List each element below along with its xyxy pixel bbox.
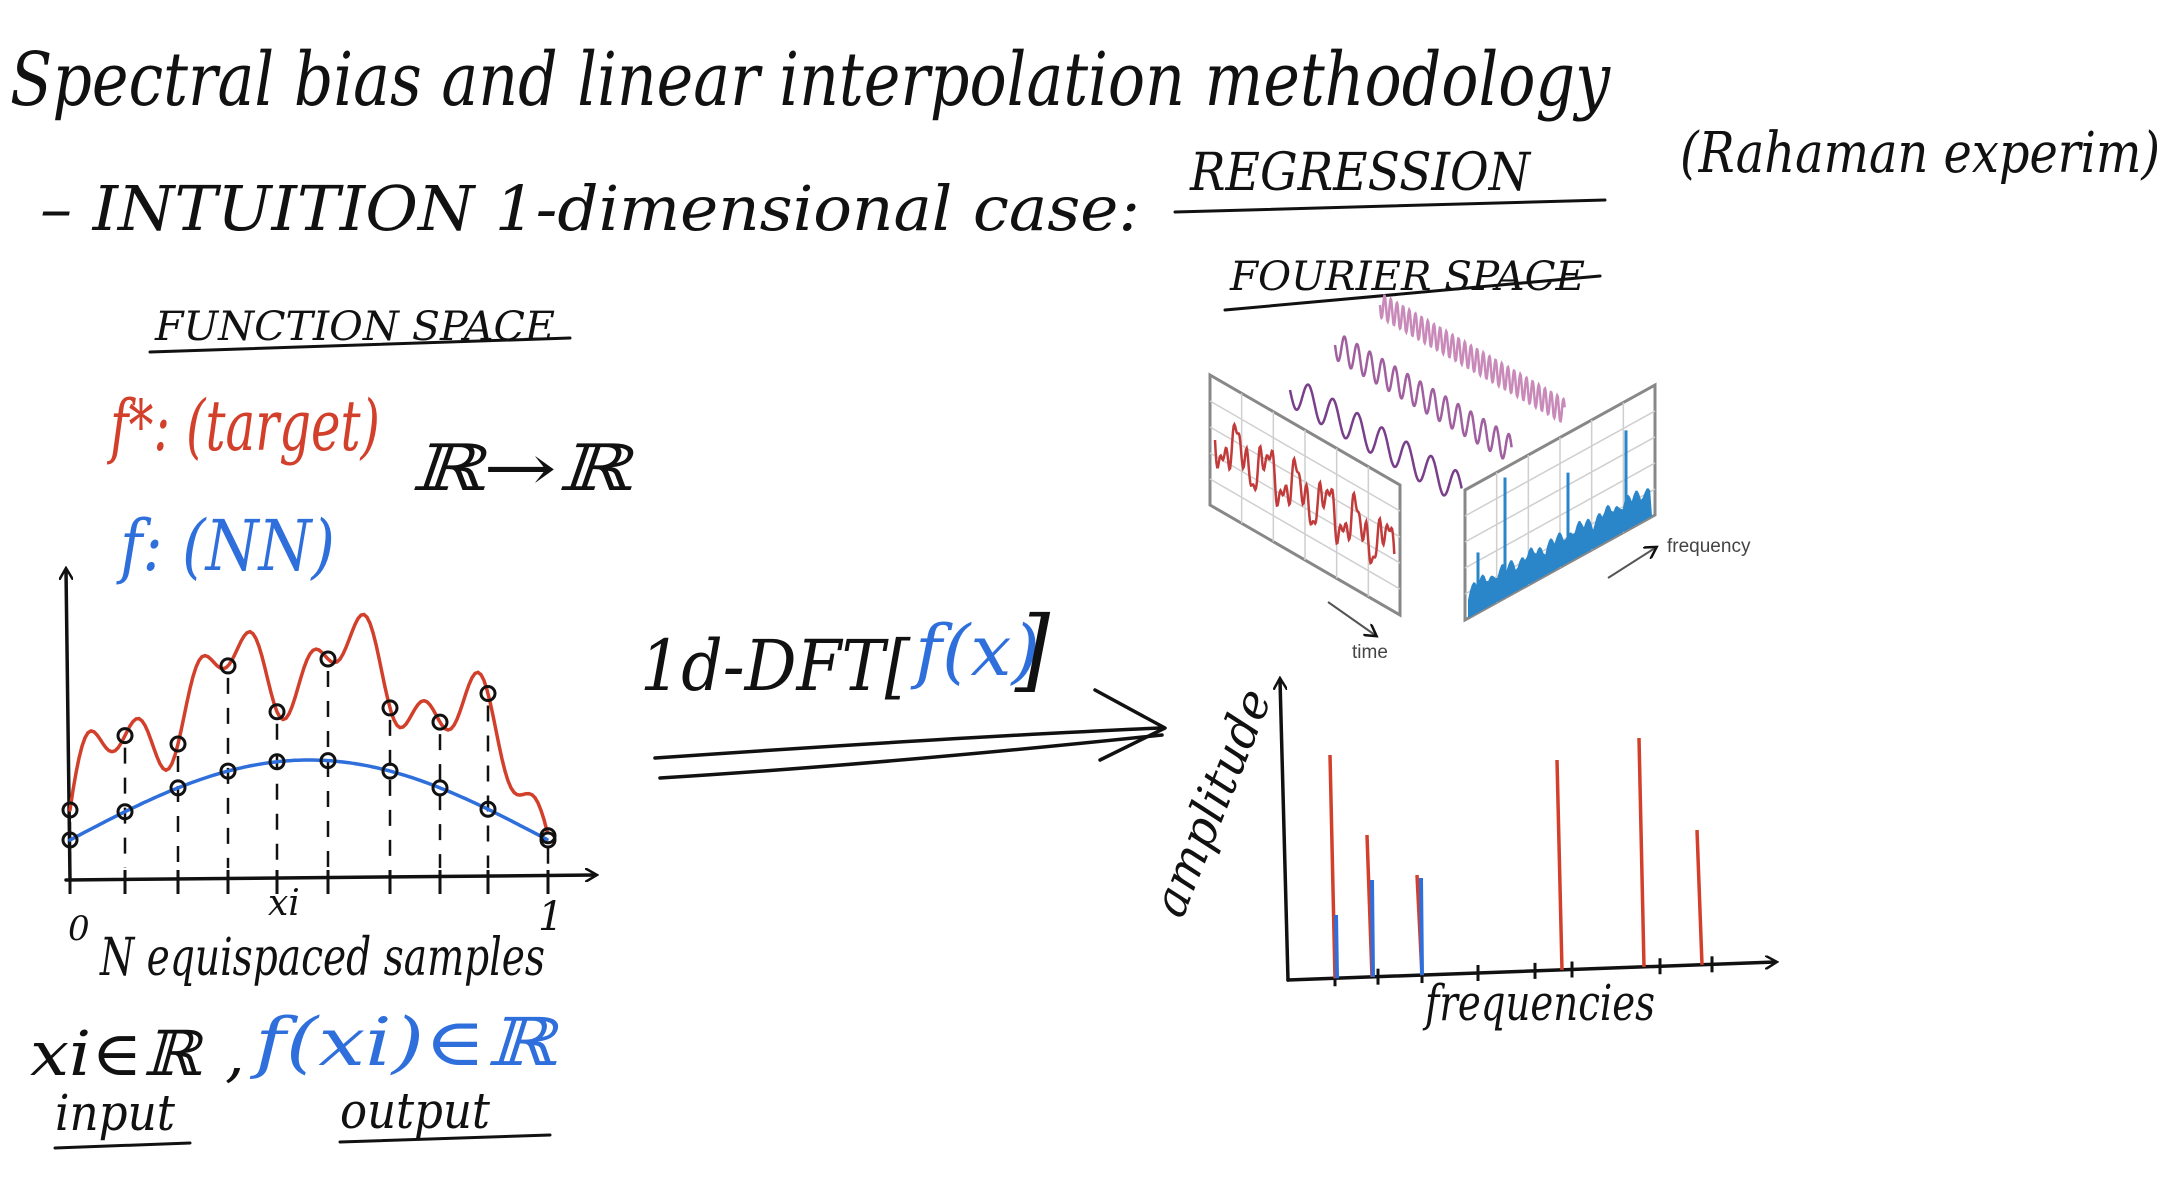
time-arrow — [1327, 601, 1375, 635]
sample-dashes — [68, 671, 550, 868]
output-label: output — [340, 1082, 491, 1140]
output-expression: f(xi)∈ℝ — [249, 1004, 561, 1081]
output-underline — [338, 1133, 552, 1144]
mapping-label: ℝ→ℝ — [410, 432, 635, 506]
nn-sample-point — [539, 831, 557, 849]
frequency-label: frequency — [1667, 536, 1751, 557]
function-space-heading: FUNCTION SPACE — [154, 304, 555, 350]
dft-suffix: ] — [1014, 597, 1051, 702]
subtitle: – INTUITION 1-dimensional case: REGRESSI… — [40, 121, 2160, 245]
dft-transform: 1d-DFT[ f(x) ] — [640, 597, 1167, 780]
regression-underline — [1173, 198, 1607, 214]
spectrum-sticks — [1328, 737, 1704, 979]
time-signal — [1213, 421, 1396, 566]
sample-points — [61, 650, 557, 849]
expression-comma: , — [225, 1017, 245, 1090]
nn-label: f: (NN) — [116, 505, 335, 587]
time-grid-line — [1209, 478, 1401, 590]
samples-caption: N equispaced samples — [98, 928, 545, 988]
nn-sample-point — [268, 753, 286, 771]
spectrum-grid-line — [1464, 436, 1656, 543]
nn-sample-point — [219, 762, 237, 780]
spectrum-y-axis — [1280, 680, 1290, 982]
target-label: f*: (target) — [106, 385, 380, 467]
spectrum-noise-fill — [1468, 488, 1652, 618]
nn-spectrum-stick — [1334, 914, 1339, 979]
nn-curve — [68, 758, 549, 842]
nn-sample-point — [61, 831, 79, 849]
fourier-space-underline — [1223, 274, 1602, 312]
input-label: input — [55, 1084, 176, 1142]
input-expression: xi∈ℝ — [30, 1017, 204, 1090]
nn-spectrum-stick — [1419, 877, 1424, 976]
sample-ticks — [68, 870, 550, 894]
target-curve — [68, 612, 549, 833]
time-label: time — [1352, 642, 1388, 663]
spectrum-x-axis — [1286, 962, 1775, 982]
dft-arrow-line-1 — [653, 726, 1162, 760]
target-sample-point — [479, 684, 497, 702]
dft-prefix: 1d-DFT[ — [640, 625, 911, 707]
target-sample-point — [219, 657, 237, 675]
time-grid-line — [1209, 400, 1401, 512]
spectrum-stick — [1637, 737, 1646, 967]
frequency-arrow — [1607, 548, 1655, 579]
function-space-panel: FUNCTION SPACE f*: (target) ℝ→ℝ f: (NN) … — [30, 304, 635, 1150]
nn-sample-point — [319, 752, 337, 770]
spectrum-xlabel: frequencies — [1422, 974, 1655, 1032]
spectrum-stick — [1555, 759, 1564, 970]
dft-arrow-line-2 — [658, 733, 1164, 780]
sinusoid-low — [1288, 383, 1463, 497]
dft-argument: f(x) — [910, 610, 1040, 692]
function-x-axis — [64, 875, 595, 880]
spectrum-ylabel: amplitude — [1141, 681, 1283, 925]
nn-sample-point — [116, 803, 134, 821]
function-space-underline — [148, 336, 572, 354]
nn-sample-point — [381, 762, 399, 780]
spectrum-ticks — [1333, 956, 1714, 987]
nn-sample-point — [169, 779, 187, 797]
x-axis-start: 0 — [68, 909, 90, 949]
sinusoid-high — [1378, 293, 1566, 424]
dft-arrow-head — [1093, 688, 1167, 762]
spectrum-stick — [1328, 754, 1337, 979]
xi-label: xi — [268, 883, 300, 924]
target-sample-point — [381, 699, 399, 717]
subtitle-regression: REGRESSION — [1189, 143, 1531, 203]
nn-sample-point — [479, 800, 497, 818]
x-axis-end: 1 — [538, 894, 563, 940]
target-sample-point — [116, 727, 134, 745]
target-sample-point — [268, 703, 286, 721]
spectrum-grid-line — [1464, 462, 1656, 569]
subtitle-prefix: – INTUITION 1-dimensional case: — [40, 172, 1140, 245]
input-underline — [53, 1141, 192, 1150]
target-sample-point — [169, 735, 187, 753]
sinusoid-mid — [1333, 335, 1513, 460]
spectrum-peaks — [1476, 430, 1628, 593]
target-sample-point — [319, 650, 337, 668]
title: Spectral bias and linear interpolation m… — [10, 37, 1611, 123]
fourier-space-panel: FOURIER SPACE time frequency amplitude f… — [1141, 254, 1775, 1032]
fourier-illustration: time frequency — [1208, 293, 1751, 663]
nn-sample-point — [431, 779, 449, 797]
target-sample-point — [61, 801, 79, 819]
spectrum-stick — [1695, 829, 1704, 965]
target-sample-point — [431, 713, 449, 731]
nn-spectrum-stick — [1370, 879, 1375, 977]
subtitle-note: (Rahaman experim) — [1680, 121, 2160, 186]
spectrum-grid-line — [1464, 410, 1656, 517]
